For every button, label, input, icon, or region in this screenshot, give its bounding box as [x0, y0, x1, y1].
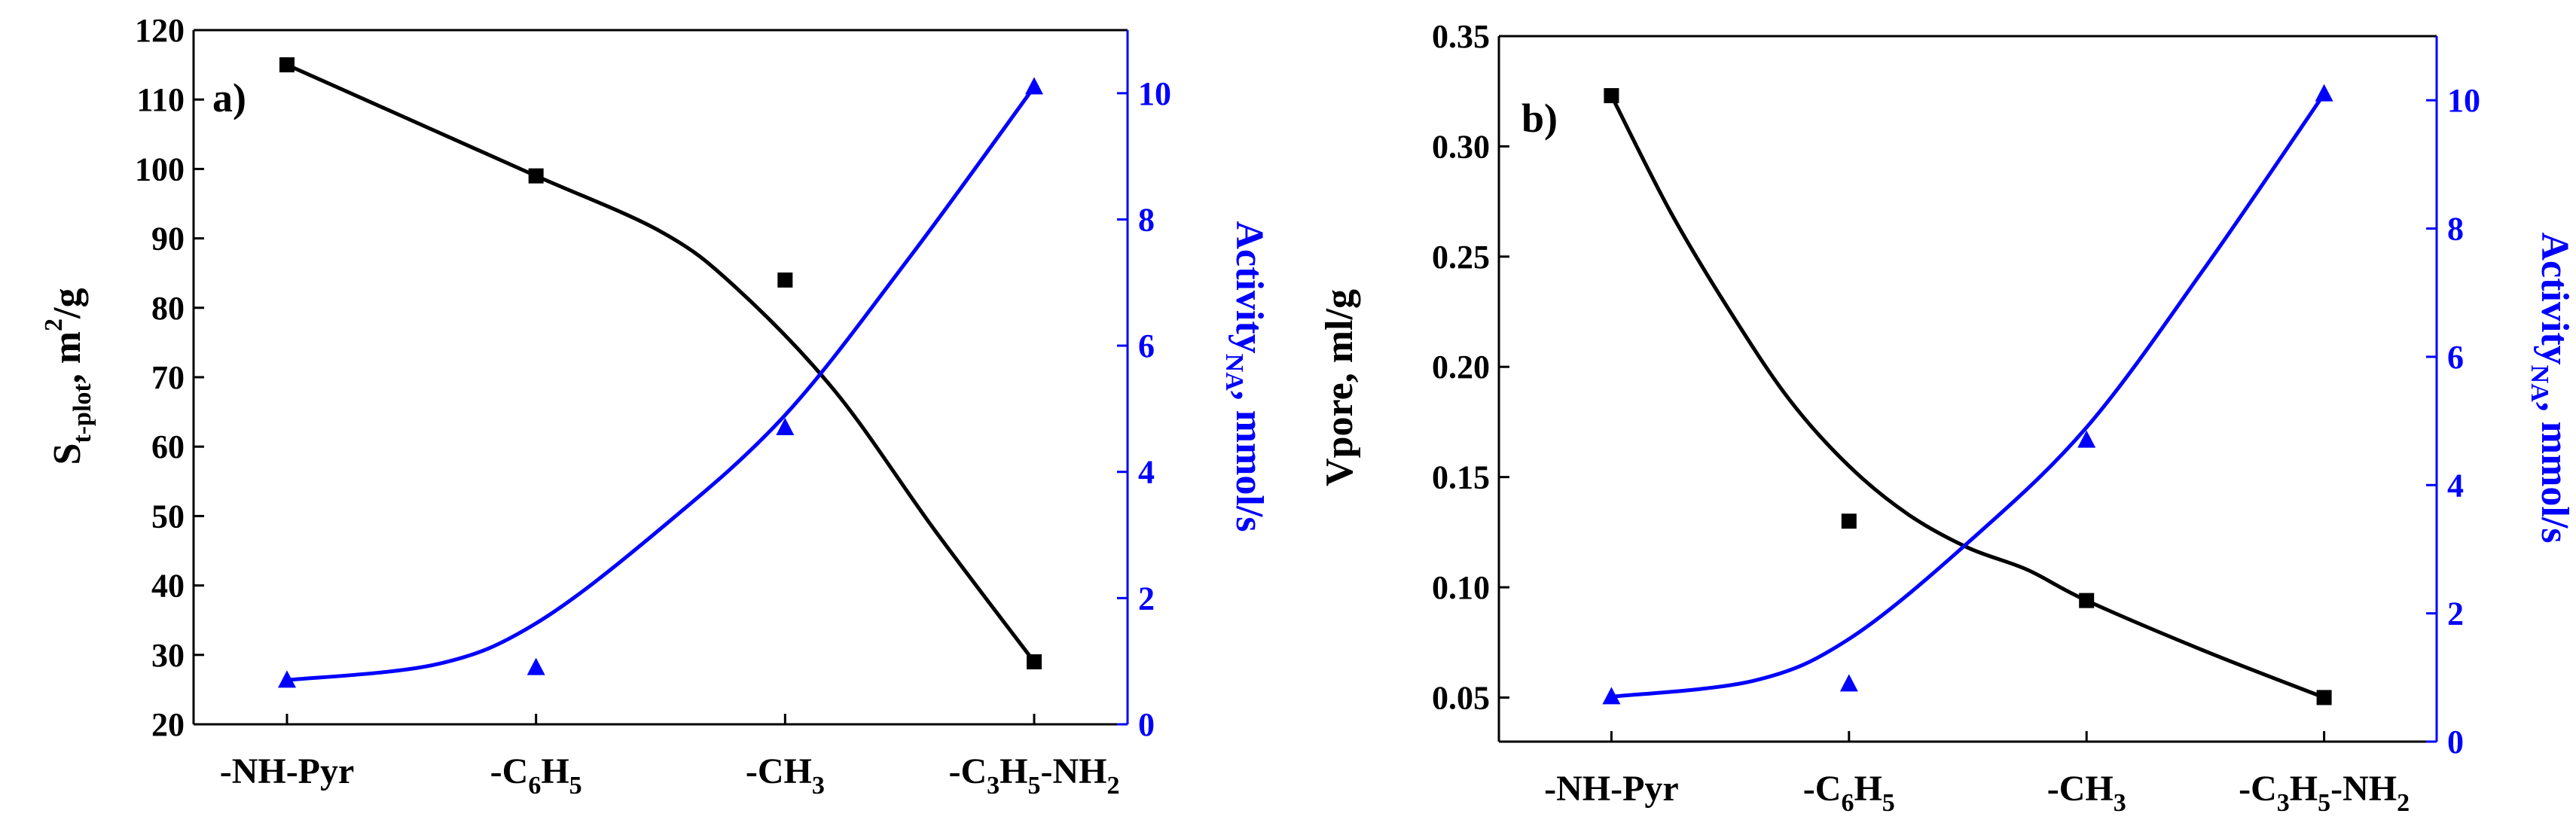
right-tick-label: 2 — [2447, 596, 2464, 632]
series-line-vpore — [1610, 94, 2325, 699]
left-axis-title: St-plot, m2/g — [40, 288, 96, 465]
data-point-square — [1604, 88, 1619, 104]
left-tick-label: 0.35 — [1432, 18, 1490, 55]
data-point-square — [528, 168, 544, 184]
chart-panel-b: 0.05 0.10 0.15 0.20 0.25 0.30 0.35 0 2 4 6 8 10 -NH-P… — [1318, 18, 2576, 817]
left-tick-label: 100 — [135, 151, 185, 187]
left-tick-label: 50 — [151, 498, 185, 535]
left-tick-label: 0.20 — [1432, 349, 1490, 385]
right-tick-label: 10 — [1138, 75, 1171, 112]
series-line-activityna — [1611, 93, 2326, 699]
right-tick-label: 10 — [2447, 82, 2480, 119]
data-point-square — [1841, 513, 1857, 529]
left-tick-label: 0.30 — [1432, 128, 1490, 165]
left-tick-label: 0.05 — [1432, 679, 1490, 716]
data-point-triangle — [1839, 674, 1858, 692]
data-point-triangle — [776, 418, 795, 436]
left-tick-label: 90 — [151, 221, 185, 257]
series-line-stplot — [285, 62, 1036, 663]
left-tick-label: 20 — [151, 706, 185, 743]
data-point-triangle — [2077, 430, 2096, 448]
left-tick-label: 60 — [151, 428, 185, 465]
left-tick-label: 80 — [151, 290, 185, 327]
left-tick-label: 0.15 — [1432, 459, 1490, 496]
data-point-square — [2079, 593, 2095, 608]
data-point-triangle — [1602, 687, 1621, 705]
right-tick-label: 4 — [2447, 467, 2464, 504]
x-tick-label: -NH-Pyr — [1544, 769, 1679, 809]
x-tick-label: -C3H5-NH2 — [949, 751, 1120, 800]
x-tick-label: -C6H5 — [1803, 769, 1895, 817]
series-line-activityna — [286, 85, 1036, 682]
right-tick-label: 2 — [1138, 580, 1155, 617]
left-tick-label: 30 — [151, 637, 185, 674]
chart-panel-a: 20 30 40 50 60 70 80 90 100 110 120 0 2 4 6 8 10 -NH-Pyr -… — [40, 12, 1271, 800]
right-tick-label: 0 — [2447, 724, 2464, 760]
left-tick-label: 0.25 — [1432, 239, 1490, 276]
data-point-triangle — [2315, 84, 2333, 102]
x-tick-label: -C3H5-NH2 — [2239, 769, 2410, 817]
data-point-triangle — [526, 657, 545, 675]
right-tick-label: 0 — [1138, 706, 1155, 743]
left-tick-label: 120 — [135, 12, 185, 49]
x-tick-label: -NH-Pyr — [220, 751, 355, 791]
x-tick-label: -C6H5 — [490, 751, 582, 800]
x-tick-label: -CH3 — [746, 751, 825, 800]
left-tick-label: 110 — [136, 81, 185, 118]
data-point-triangle — [1025, 77, 1043, 95]
right-tick-label: 4 — [1138, 454, 1155, 491]
data-point-triangle — [278, 670, 296, 688]
panel-label: b) — [1521, 96, 1558, 141]
data-point-square — [777, 272, 793, 288]
left-tick-label: 40 — [151, 568, 185, 605]
left-tick-label: 70 — [151, 359, 185, 396]
right-tick-label: 8 — [1138, 201, 1155, 238]
data-point-square — [1027, 654, 1042, 670]
panel-label: a) — [212, 75, 246, 120]
right-axis-title: ActivityNA, mmol/s — [2526, 232, 2576, 543]
right-tick-label: 8 — [2447, 211, 2464, 248]
left-axis-title: Vpore, ml/g — [1318, 289, 1361, 486]
x-tick-label: -CH3 — [2047, 769, 2126, 817]
right-tick-label: 6 — [2447, 339, 2464, 376]
data-point-square — [279, 57, 295, 73]
right-tick-label: 6 — [1138, 328, 1155, 364]
right-axis-title: ActivityNA, mmol/s — [1220, 221, 1271, 532]
data-point-square — [2316, 690, 2332, 705]
left-tick-label: 0.10 — [1432, 569, 1490, 606]
